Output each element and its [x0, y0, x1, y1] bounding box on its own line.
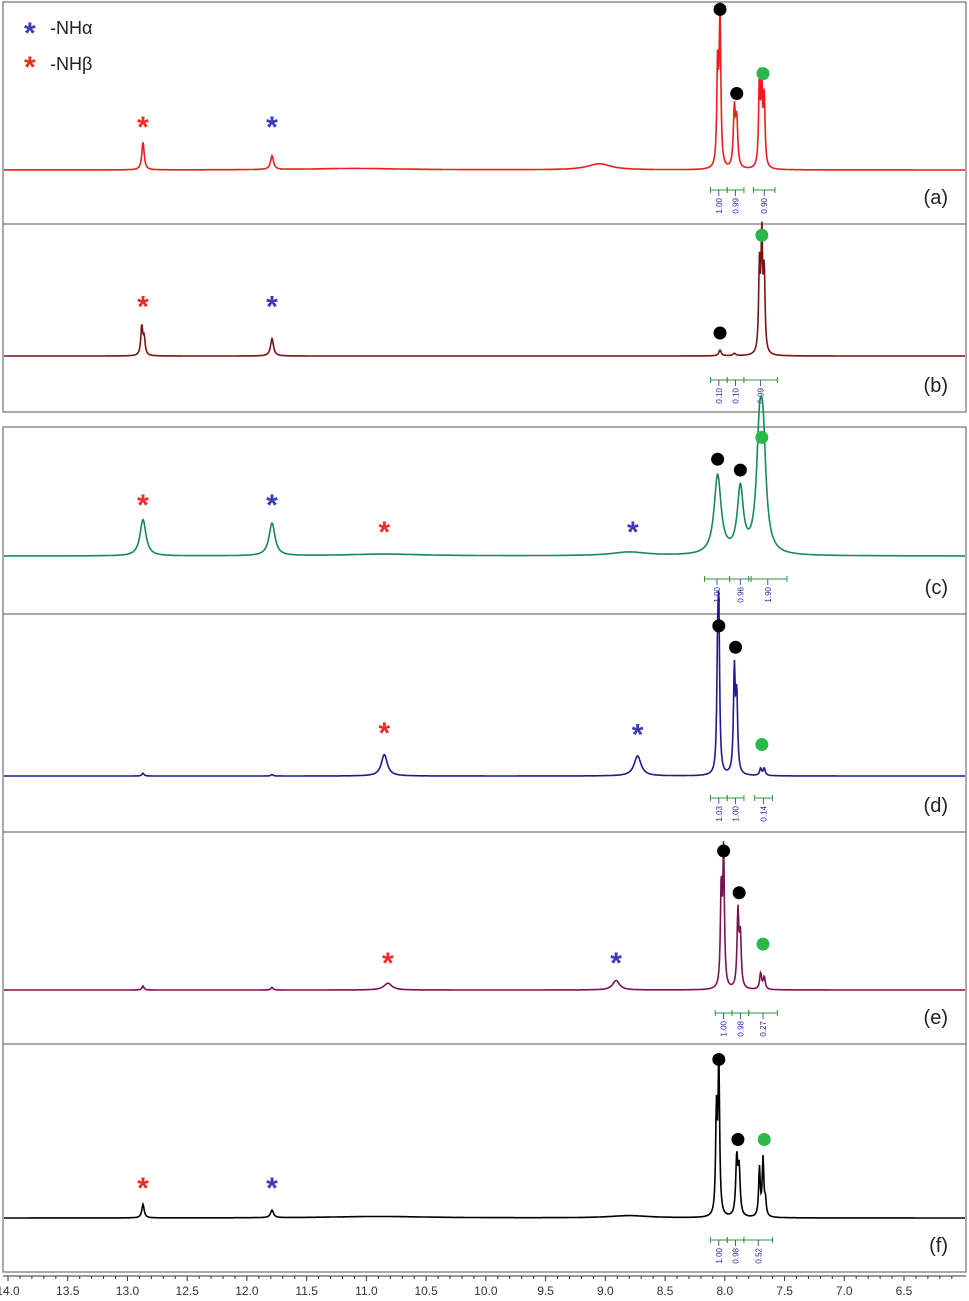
black-dot-marker-3-3: [729, 640, 743, 654]
green-dot-marker-0-4: [756, 67, 770, 81]
spectrum-trace-3: [4, 590, 965, 777]
integral-value-4-2: 0.27: [759, 1020, 768, 1036]
panel-label-5: (f): [929, 1235, 948, 1257]
black-dot-marker-4-3: [732, 886, 746, 900]
panel-frame-3: [2, 613, 967, 833]
legend-label-nh-beta: -NHβ: [50, 54, 92, 74]
integral-value-2-2: 1.90: [764, 586, 773, 602]
panel-frame-1: [2, 223, 967, 413]
spectrum-trace-4: [4, 841, 965, 991]
integral-value-5-0: 1.00: [715, 1247, 724, 1263]
x-tick-label: 7.0: [836, 1284, 853, 1298]
x-tick-label: 13.0: [116, 1284, 140, 1298]
black-dot-marker-4-2: [717, 844, 731, 858]
nh-beta-star-2-0: *: [137, 489, 149, 522]
black-dot-marker-0-3: [730, 87, 744, 100]
nh-alpha-star-3-1: *: [632, 719, 644, 752]
nh-alpha-star-0-1: *: [266, 111, 278, 144]
legend-star-nh-alpha: *: [24, 17, 36, 50]
x-axis: 14.0 13.5 13.0 12.5 12.0 11.5 11.0 10.5 10.0 9.5 9…: [0, 1275, 966, 1298]
x-tick-label: 6.5: [896, 1284, 913, 1298]
panel-label-0: (a): [924, 187, 948, 209]
green-dot-marker-4-4: [756, 937, 770, 951]
x-tick-label: 9.5: [537, 1284, 554, 1298]
black-dot-marker-0-2: [713, 2, 727, 16]
integral-value-2-0: 1.00: [713, 586, 722, 602]
legend-label-nh-alpha: -NHα: [50, 18, 92, 38]
x-tick-label: 8.5: [657, 1284, 674, 1298]
x-tick-label: 11.0: [355, 1284, 378, 1298]
integral-value-0-2: 0.90: [760, 197, 769, 213]
integral-value-5-1: 0.98: [732, 1247, 741, 1263]
integral-value-0-1: 0.99: [732, 197, 741, 213]
nh-beta-star-5-0: *: [137, 1172, 149, 1205]
integral-value-2-1: 0.96: [736, 586, 745, 602]
spectrum-trace-2: [4, 395, 965, 557]
green-dot-marker-5-4: [757, 1132, 771, 1146]
integral-value-3-0: 1.03: [715, 805, 724, 821]
x-tick-label: 14.0: [0, 1284, 20, 1298]
x-tick-label: 9.0: [597, 1284, 614, 1298]
nh-beta-star-3-0: *: [378, 717, 390, 750]
integral-value-1-1: 0.10: [732, 387, 741, 403]
integral-value-0-0: 1.00: [715, 197, 724, 213]
x-tick-label: 7.5: [776, 1284, 793, 1298]
integral-value-1-0: 0.10: [715, 387, 724, 403]
x-tick-label: 13.5: [56, 1284, 80, 1298]
spectrum-trace-0: [4, 1, 965, 171]
nh-alpha-star-2-1: *: [266, 489, 278, 522]
panel-frame-5: [2, 1043, 967, 1273]
x-tick-label: 8.0: [716, 1284, 733, 1298]
spectrum-trace-5: [4, 1058, 965, 1219]
black-dot-marker-3-2: [712, 619, 726, 633]
nh-alpha-star-2-3: *: [627, 516, 639, 549]
black-dot-marker-2-4: [711, 452, 725, 466]
black-dot-marker-5-3: [731, 1132, 745, 1146]
nh-alpha-star-5-1: *: [266, 1172, 278, 1205]
spectrum-trace-1: [4, 221, 965, 357]
nh-alpha-star-4-1: *: [610, 947, 622, 980]
panel-label-1: (b): [924, 375, 948, 397]
panel-label-2: (c): [925, 577, 948, 599]
integral-value-4-0: 1.00: [720, 1020, 729, 1036]
integral-value-5-2: 0.52: [754, 1247, 763, 1263]
nh-beta-star-4-0: *: [382, 947, 394, 980]
nh-beta-star-2-2: *: [378, 516, 390, 549]
x-tick-label: 11.5: [295, 1284, 318, 1298]
nh-beta-star-1-0: *: [137, 291, 149, 324]
integral-value-1-2: 0.99: [757, 387, 766, 403]
panel-label-4: (e): [924, 1007, 948, 1029]
nh-beta-star-0-0: *: [137, 111, 149, 144]
x-tick-label: 12.5: [176, 1284, 200, 1298]
green-dot-marker-3-4: [755, 738, 769, 752]
panel-frame-4: [2, 831, 967, 1045]
black-dot-marker-2-5: [733, 463, 747, 477]
green-dot-marker-1-3: [755, 228, 769, 242]
legend: * -NHα * -NHβ: [24, 17, 92, 84]
nh-alpha-star-1-1: *: [266, 291, 278, 324]
x-tick-label: 12.0: [235, 1284, 259, 1298]
x-tick-label: 10.5: [414, 1284, 438, 1298]
black-dot-marker-1-2: [713, 326, 727, 340]
legend-star-nh-beta: *: [24, 51, 36, 84]
x-tick-label: 10.0: [474, 1284, 498, 1298]
panel-label-3: (d): [924, 795, 948, 817]
green-dot-marker-2-6: [755, 430, 769, 444]
integral-value-3-2: 0.14: [760, 805, 769, 821]
panel-frames: [2, 1, 967, 1273]
integral-value-4-1: 0.98: [736, 1020, 745, 1036]
spectra-layer: * *1.00 0.99 0.90 (a)* *0.10 0.10 0.99 (b)* ** *1.…: [4, 1, 965, 1264]
black-dot-marker-5-2: [712, 1052, 726, 1066]
integral-value-3-1: 1.00: [732, 805, 741, 821]
